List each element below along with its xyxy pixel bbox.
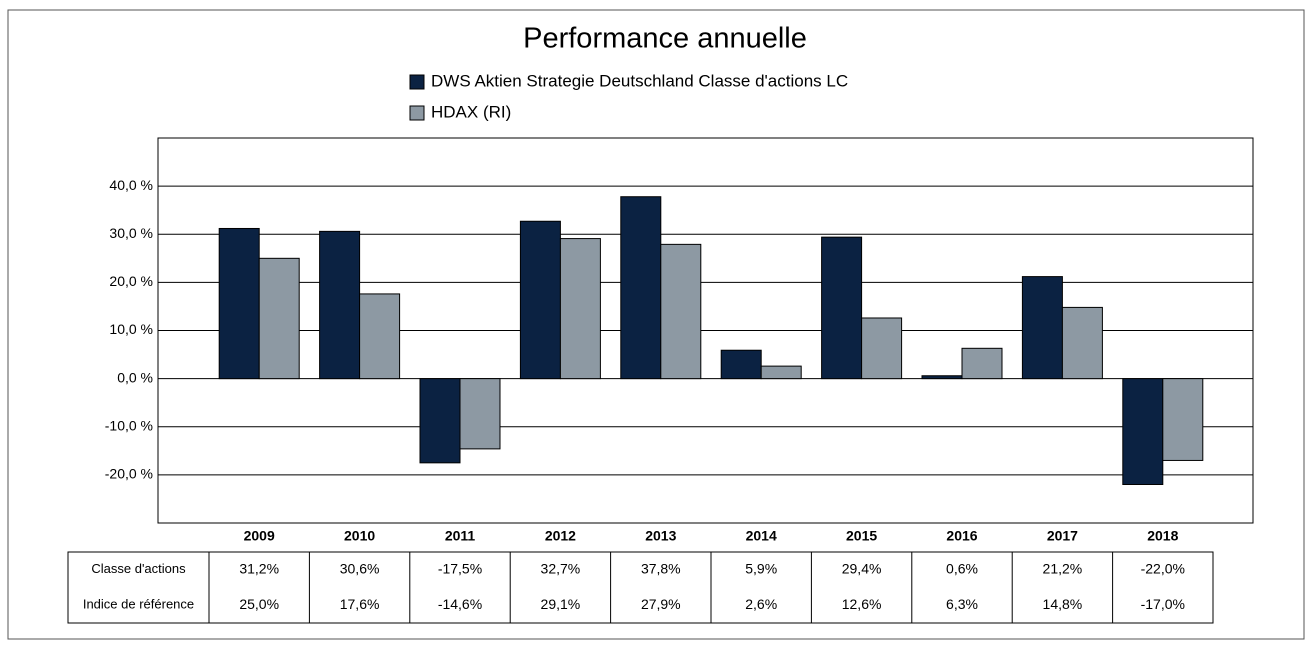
table-cell: 21,2% xyxy=(1043,560,1083,576)
table-cell: 2,6% xyxy=(745,596,777,612)
bar xyxy=(961,347,1003,380)
table-cell: 29,4% xyxy=(842,560,882,576)
bar xyxy=(1021,276,1063,380)
x-tick-label: 2017 xyxy=(1047,528,1078,544)
table-cell: -14,6% xyxy=(438,596,482,612)
table-cell: 17,6% xyxy=(340,596,380,612)
x-tick-label: 2016 xyxy=(946,528,977,544)
table-cell: -22,0% xyxy=(1141,560,1185,576)
table-cell: 0,6% xyxy=(946,560,978,576)
table-cell: 31,2% xyxy=(239,560,279,576)
bar xyxy=(1122,378,1164,485)
bar xyxy=(760,365,802,380)
y-tick-label: 40,0 % xyxy=(109,177,153,193)
table-cell: 30,6% xyxy=(340,560,380,576)
y-tick-label: 20,0 % xyxy=(109,273,153,289)
legend-label: HDAX (RI) xyxy=(431,102,511,121)
y-tick-label: -20,0 % xyxy=(105,466,153,482)
x-tick-label: 2018 xyxy=(1147,528,1178,544)
y-tick-label: 10,0 % xyxy=(109,321,153,337)
bar xyxy=(419,378,461,464)
table-cell: 5,9% xyxy=(745,560,777,576)
legend-swatch xyxy=(409,74,425,90)
legend-label: DWS Aktien Strategie Deutschland Classe … xyxy=(431,71,848,90)
bar xyxy=(559,238,601,380)
bar xyxy=(258,257,300,380)
bar xyxy=(720,349,762,380)
table-cell: -17,5% xyxy=(438,560,482,576)
table-cell: 27,9% xyxy=(641,596,681,612)
table-cell: -17,0% xyxy=(1141,596,1185,612)
x-tick-label: 2015 xyxy=(846,528,877,544)
bar xyxy=(921,375,963,380)
bar xyxy=(1162,378,1204,461)
bar xyxy=(519,220,561,380)
bar xyxy=(218,227,260,380)
x-tick-label: 2011 xyxy=(445,528,476,544)
table-row-label: Indice de référence xyxy=(83,597,194,612)
y-tick-label: 30,0 % xyxy=(109,225,153,241)
bar xyxy=(459,378,501,450)
bar xyxy=(359,293,401,380)
x-tick-label: 2012 xyxy=(545,528,576,544)
y-tick-label: -10,0 % xyxy=(105,417,153,433)
table-cell: 6,3% xyxy=(946,596,978,612)
bar xyxy=(319,230,361,380)
chart-title: Performance annuelle xyxy=(523,23,807,55)
bar xyxy=(660,243,702,380)
legend-swatch xyxy=(409,105,425,121)
x-tick-label: 2009 xyxy=(244,528,275,544)
y-tick-label: 0,0 % xyxy=(117,369,153,385)
bar xyxy=(620,196,662,380)
table-row-label: Classe d'actions xyxy=(91,561,186,576)
table-cell: 25,0% xyxy=(239,596,279,612)
table-cell: 29,1% xyxy=(541,596,581,612)
bar xyxy=(1061,306,1103,380)
table-cell: 37,8% xyxy=(641,560,681,576)
x-tick-label: 2013 xyxy=(645,528,676,544)
table-cell: 32,7% xyxy=(541,560,581,576)
table-cell: 14,8% xyxy=(1043,596,1083,612)
table-cell: 12,6% xyxy=(842,596,882,612)
bar xyxy=(861,317,903,380)
bar xyxy=(821,236,863,380)
x-tick-label: 2014 xyxy=(746,528,777,544)
x-tick-label: 2010 xyxy=(344,528,375,544)
